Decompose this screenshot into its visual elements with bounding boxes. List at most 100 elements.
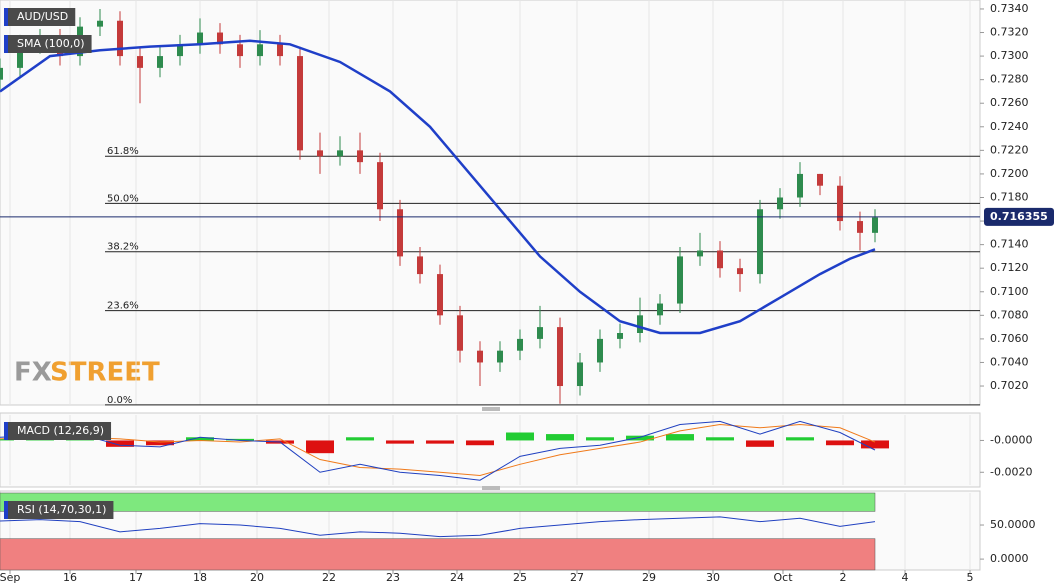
y-tick-label: 0.7280 <box>990 73 1029 86</box>
candle-body <box>317 150 323 157</box>
x-tick-label: 17 <box>129 571 143 584</box>
candle-body <box>517 338 523 351</box>
y-tick-label: 0.7220 <box>990 143 1029 156</box>
candle-body <box>437 274 443 316</box>
sma-line <box>0 39 876 335</box>
panel-title: RSI (14,70,30,1) <box>17 503 106 516</box>
candle-body <box>457 315 463 351</box>
candle-body <box>0 67 3 80</box>
y-tick-label: -0.0020 <box>990 465 1032 478</box>
candle-body <box>337 150 343 157</box>
candle-body <box>157 56 163 68</box>
candle-body <box>637 315 643 334</box>
x-tick-label: 2 <box>840 571 847 584</box>
candle-body <box>257 44 263 57</box>
candle-body <box>197 32 203 45</box>
candle-body <box>497 350 503 363</box>
candle-body <box>872 217 878 233</box>
price-panel <box>0 0 981 406</box>
histogram-bar <box>706 437 734 441</box>
candle-body <box>617 333 623 339</box>
y-tick-label: 0.7340 <box>990 2 1029 15</box>
panel-header: AUD/USD <box>4 8 76 26</box>
y-tick-label: 0.7040 <box>990 355 1029 368</box>
y-tick-label: 0.7300 <box>990 49 1029 62</box>
y-tick-label: 0.7020 <box>990 379 1029 392</box>
x-tick-label: 18 <box>193 571 207 584</box>
candle-body <box>557 327 563 387</box>
candle-body <box>737 268 743 275</box>
y-tick-label: 0.7240 <box>990 120 1029 133</box>
candle-body <box>697 250 703 257</box>
y-tick-label: 0.7100 <box>990 285 1029 298</box>
candle-body <box>397 209 403 257</box>
panel-title-accent <box>4 8 8 26</box>
x-tick-label: 24 <box>450 571 464 584</box>
candle-body <box>657 303 663 316</box>
candle-body <box>597 338 603 363</box>
y-tick-label: 0.0000 <box>990 552 1029 565</box>
histogram-bar <box>746 440 774 447</box>
y-tick-label: 0.7180 <box>990 190 1029 203</box>
histogram-bar <box>106 440 134 447</box>
x-tick-label: 16 <box>63 571 77 584</box>
rsi-band <box>0 538 876 571</box>
x-tick-label: 20 <box>250 571 264 584</box>
splitter[interactable] <box>482 486 500 490</box>
panel-title-accent <box>4 501 8 519</box>
x-tick-label: 22 <box>322 571 336 584</box>
candle-body <box>677 256 683 304</box>
y-tick-label: 0.7120 <box>990 261 1029 274</box>
histogram-bar <box>861 440 889 449</box>
histogram-bar <box>346 437 374 441</box>
logo-street: STREET <box>50 358 160 388</box>
legend: SMA (100,0) <box>4 35 92 53</box>
candle-body <box>377 162 383 210</box>
fib-label: 0.0% <box>107 395 132 406</box>
last-price-box <box>984 207 1054 226</box>
candle-body <box>137 56 143 68</box>
x-tick-label: 4 <box>902 571 909 584</box>
rsi-line <box>0 516 876 538</box>
y-tick-label: 0.7200 <box>990 167 1029 180</box>
histogram-bar <box>546 434 574 441</box>
legend-entry: SMA (100,0) <box>17 37 85 50</box>
candle-body <box>817 173 823 186</box>
histogram-bar <box>186 437 214 441</box>
candle-body <box>237 44 243 57</box>
histogram-bar <box>306 440 334 454</box>
y-tick-label: 0.7060 <box>990 332 1029 345</box>
candle-body <box>537 327 543 339</box>
fib-label: 61.8% <box>107 146 139 157</box>
y-tick-label: 0.7320 <box>990 26 1029 39</box>
candle-body <box>297 56 303 151</box>
panel-title: AUD/USD <box>17 10 68 23</box>
histogram-bar <box>146 440 174 446</box>
candle-body <box>97 20 103 27</box>
histogram-bar <box>626 435 654 441</box>
histogram-bar <box>586 437 614 441</box>
panel-title-box <box>4 8 76 26</box>
candle-body <box>717 250 723 269</box>
x-tick-label: 27 <box>570 571 584 584</box>
x-tick-label: Oct <box>773 571 793 584</box>
y-tick-label: 0.7140 <box>990 238 1029 251</box>
logo: FX STREET <box>14 358 160 388</box>
y-tick-label: 50.0000 <box>990 518 1036 531</box>
x-tick-label: 25 <box>513 571 527 584</box>
fib-label: 23.6% <box>107 301 139 312</box>
last-price-label: 0.716355 <box>990 210 1048 223</box>
candle-body <box>477 350 483 363</box>
histogram-bar <box>826 440 854 446</box>
candle-body <box>117 20 123 57</box>
histogram-bar <box>466 440 494 446</box>
histogram-bar <box>666 434 694 441</box>
candle-body <box>837 185 843 222</box>
candle-body <box>577 362 583 387</box>
fib-label: 38.2% <box>107 242 139 253</box>
x-tick-label: Sep <box>0 571 20 584</box>
x-tick-label: 30 <box>706 571 720 584</box>
splitter[interactable] <box>482 407 500 411</box>
legend-box <box>4 35 92 53</box>
